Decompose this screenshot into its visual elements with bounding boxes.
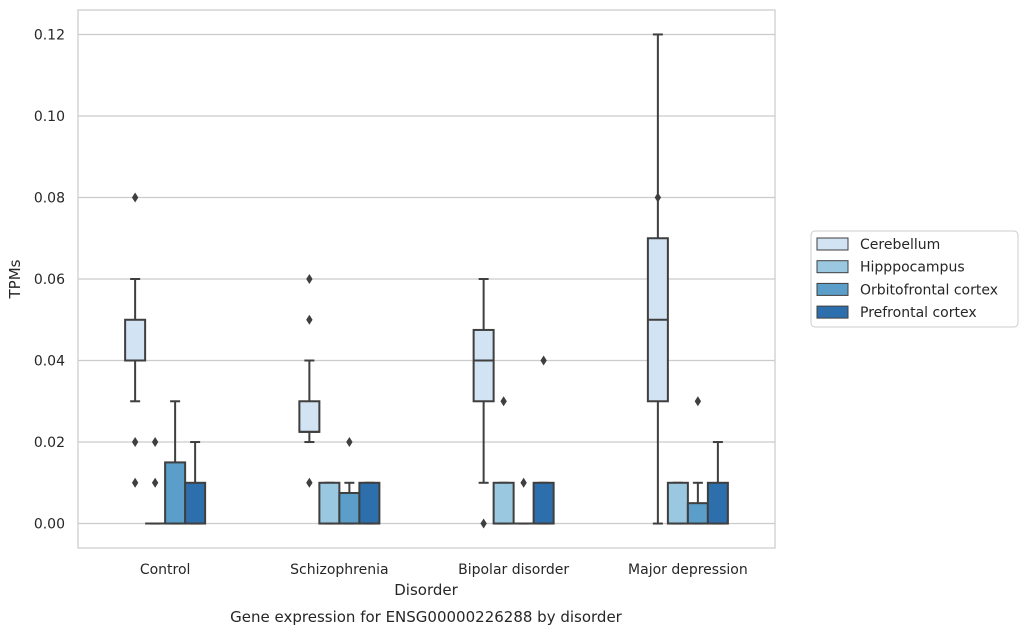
box-3-0 [646, 33, 669, 525]
chart-caption: Gene expression for ENSG00000226288 by d… [230, 608, 623, 626]
box-0-3 [184, 441, 207, 525]
outlier-point [500, 396, 507, 407]
outlier-point [480, 518, 487, 529]
legend-swatch [816, 305, 849, 319]
box-0-2 [164, 400, 187, 525]
box-2-1 [492, 396, 515, 525]
box-1-3 [358, 481, 381, 525]
x-tick-label: Schizophrenia [290, 562, 388, 578]
box-body [338, 491, 361, 525]
legend-label: Hipppocampus [860, 260, 965, 276]
outlier-point [694, 396, 702, 407]
x-tick-label: Control [140, 562, 191, 578]
outlier-point [306, 274, 313, 284]
outlier-point [306, 477, 313, 488]
outlier-point [520, 477, 527, 488]
legend: Cerebellum Hipppocampus Orbitofrontal cort… [810, 230, 1019, 328]
box-3-2 [686, 396, 709, 525]
legend-swatch [816, 260, 849, 274]
legend-swatch [816, 282, 849, 296]
legend-label: Cerebellum [860, 237, 940, 253]
outlier-point [151, 477, 159, 488]
box-body [358, 481, 381, 525]
box-body [472, 328, 495, 403]
outlier-point [346, 437, 353, 448]
legend-swatch [816, 237, 849, 251]
legend-frame [810, 230, 1019, 328]
tick-labels: 0.00 0.02 0.04 0.06 0.08 0.10 0.12 Control Schiz… [34, 27, 748, 578]
y-tick-label: 0.04 [34, 354, 65, 370]
y-tick-label: 0.10 [34, 109, 65, 125]
box-2-2 [513, 477, 534, 525]
box-body [706, 481, 729, 525]
legend-label: Prefrontal cortex [860, 305, 977, 321]
outlier-point [654, 192, 662, 203]
box-0-1 [145, 437, 166, 525]
box-body [492, 481, 515, 525]
y-tick-label: 0.00 [34, 517, 65, 533]
box-0-0 [124, 192, 147, 488]
outlier-point [131, 477, 139, 488]
box-body [686, 502, 709, 525]
plot-area-frame [77, 9, 776, 549]
legend-label: Orbitofrontal cortex [860, 282, 998, 298]
box-body [298, 400, 321, 433]
x-tick-label: Major depression [628, 562, 748, 578]
y-axis-title: TPMs [6, 259, 24, 299]
box-3-1 [666, 481, 689, 525]
box-body [666, 481, 689, 525]
outlier-point [151, 437, 159, 448]
box-3-3 [706, 441, 729, 525]
box-body [164, 461, 187, 525]
box-body [124, 318, 147, 362]
box-body [318, 481, 341, 525]
y-tick-label: 0.02 [34, 435, 65, 451]
boxes-layer [124, 33, 729, 529]
box-body [184, 481, 207, 525]
x-axis-title: Disorder [394, 581, 458, 599]
y-tick-label: 0.06 [34, 272, 65, 288]
box-2-0 [472, 278, 495, 529]
y-tick-label: 0.12 [34, 27, 65, 43]
box-1-0 [298, 274, 321, 488]
box-1-2 [338, 437, 361, 525]
x-tick-label: Bipolar disorder [458, 562, 569, 578]
box-2-3 [532, 355, 555, 525]
box-body [532, 481, 555, 525]
outlier-point [540, 355, 547, 366]
outlier-point [131, 192, 139, 203]
y-tick-label: 0.08 [34, 190, 65, 206]
outlier-point [306, 314, 313, 325]
box-1-1 [318, 481, 341, 525]
outlier-point [131, 437, 139, 448]
